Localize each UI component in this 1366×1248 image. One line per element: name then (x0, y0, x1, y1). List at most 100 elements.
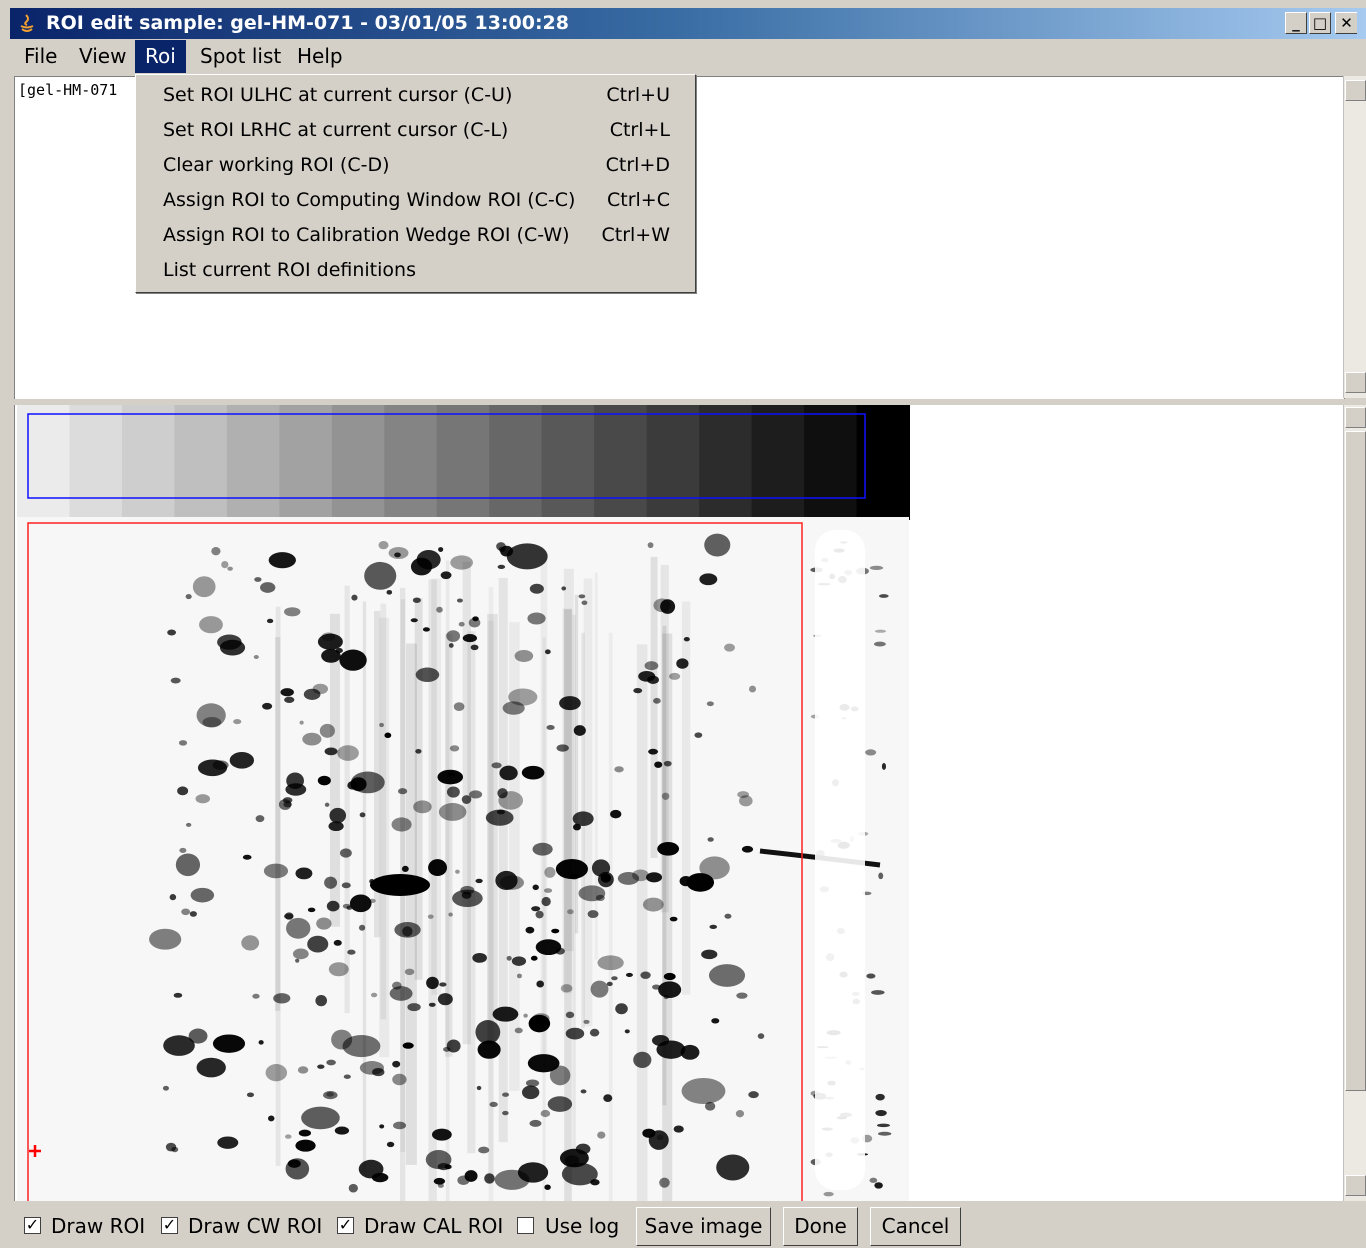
checkbox-label[interactable]: Use log (545, 1214, 619, 1238)
spot (676, 658, 688, 668)
spot (413, 800, 432, 813)
spot (749, 686, 756, 693)
menu-item[interactable]: View (69, 40, 136, 73)
spot (446, 630, 460, 642)
button[interactable]: Done (783, 1207, 858, 1246)
spot (498, 565, 505, 569)
spot (551, 929, 559, 934)
spot (736, 992, 747, 998)
spot (349, 1184, 358, 1193)
wedge-step (174, 405, 227, 520)
scroll-up[interactable] (1345, 80, 1366, 101)
spot (544, 888, 552, 893)
spot (512, 956, 526, 966)
spot (557, 744, 569, 751)
spot (607, 982, 613, 986)
scrollbar[interactable] (1343, 405, 1366, 1201)
checkbox[interactable]: ✓ (337, 1217, 354, 1234)
spot (674, 1125, 684, 1132)
wedge-step (594, 405, 647, 520)
spot (339, 650, 366, 671)
spot (179, 848, 186, 853)
menu-shortcut: Ctrl+D (606, 153, 670, 177)
spot (491, 762, 501, 768)
spot (561, 984, 573, 992)
streak (488, 621, 494, 1184)
menu-option[interactable]: Set ROI LRHC at current cursor (C-L) (163, 118, 508, 142)
button[interactable]: Cancel (870, 1207, 961, 1246)
spot (437, 770, 463, 785)
spot (457, 598, 463, 602)
spot (429, 1003, 436, 1007)
menu-option[interactable]: List current ROI definitions (163, 258, 416, 282)
menu-shortcut: Ctrl+L (610, 118, 670, 142)
spot (264, 864, 288, 879)
spot (495, 1170, 530, 1190)
close-button[interactable]: ✕ (1335, 12, 1357, 34)
spot (284, 697, 294, 703)
spot (522, 766, 545, 780)
streak (345, 586, 350, 1014)
spot (436, 607, 443, 613)
spot (515, 1028, 523, 1034)
edge-mark (878, 1132, 891, 1136)
spot (300, 721, 304, 725)
menu-item[interactable]: Roi (135, 40, 186, 73)
spot (659, 1178, 670, 1188)
scroll-up[interactable] (1345, 407, 1366, 428)
streak (363, 601, 366, 1170)
spot (329, 808, 346, 823)
spot (709, 925, 717, 929)
spot (217, 1136, 238, 1148)
streak (637, 644, 648, 1201)
spot (402, 866, 409, 872)
spot (415, 749, 421, 754)
checkbox-label[interactable]: Draw CW ROI (188, 1214, 322, 1238)
minimize-button[interactable]: _ (1285, 12, 1307, 34)
checkbox-label[interactable]: Draw ROI (51, 1214, 145, 1238)
spot (364, 562, 396, 590)
spot (708, 837, 714, 842)
menu-option[interactable]: Assign ROI to Computing Window ROI (C-C) (163, 188, 575, 212)
spot (267, 619, 273, 623)
checkbox[interactable]: ✓ (161, 1217, 178, 1234)
scroll-thumb[interactable] (1345, 431, 1366, 1091)
wedge-step (69, 405, 122, 520)
streak (379, 618, 389, 1057)
spot (527, 613, 545, 625)
menu-option[interactable]: Set ROI ULHC at current cursor (C-U) (163, 83, 512, 107)
scroll-down[interactable] (1345, 1175, 1366, 1196)
spot (705, 1102, 715, 1111)
menu-item[interactable]: File (14, 40, 67, 73)
menu-item[interactable]: Spot list (190, 40, 291, 73)
roi-dropdown-menu: Set ROI ULHC at current cursor (C-U) Ctrl… (135, 74, 696, 293)
spot (295, 868, 312, 880)
edge-mark (879, 594, 889, 598)
scroll-down[interactable] (1345, 372, 1366, 393)
streak (661, 565, 669, 912)
wedge-step (227, 405, 280, 520)
spot (443, 1047, 450, 1052)
spot (417, 550, 441, 569)
spot (569, 874, 579, 880)
spot (243, 855, 252, 860)
spot (704, 534, 730, 557)
spot (533, 885, 539, 891)
button[interactable]: Save image (636, 1207, 771, 1246)
spot (439, 982, 446, 986)
title-bar: ROI edit sample: gel-HM-071 - 03/01/05 1… (10, 8, 1366, 39)
spot (528, 1054, 560, 1072)
checkbox[interactable]: ✓ (24, 1217, 41, 1234)
checkbox-label[interactable]: Draw CAL ROI (364, 1214, 503, 1238)
spot (302, 733, 321, 746)
spot (347, 950, 355, 955)
scrollbar[interactable] (1343, 76, 1366, 398)
checkbox[interactable] (517, 1217, 534, 1234)
menu-item[interactable]: Help (287, 40, 353, 73)
menu-option[interactable]: Assign ROI to Calibration Wedge ROI (C-W… (163, 223, 570, 247)
maximize-button[interactable]: □ (1309, 12, 1331, 34)
spot (186, 594, 192, 599)
spot (273, 993, 290, 1003)
menu-option[interactable]: Clear working ROI (C-D) (163, 153, 390, 177)
wedge-step (647, 405, 700, 520)
